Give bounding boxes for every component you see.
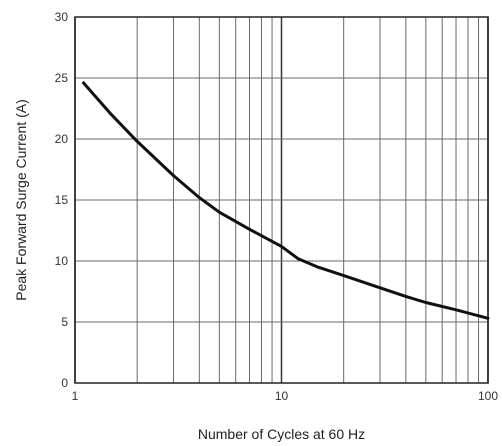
series-layer (82, 81, 490, 320)
x-tick-label: 1 (72, 389, 79, 403)
series-line (82, 81, 490, 320)
y-tick-label: 30 (55, 10, 69, 24)
x-tick-labels: 1 10 100 (72, 389, 499, 403)
x-axis-title: Number of Cycles at 60 Hz (198, 426, 365, 442)
y-tick-labels: 0 5 10 15 20 25 30 (55, 10, 69, 390)
grid-layer (74, 16, 489, 384)
x-tick-label: 10 (275, 389, 289, 403)
y-tick-label: 20 (55, 132, 69, 146)
y-tick-label: 25 (55, 71, 69, 85)
y-tick-label: 5 (61, 315, 68, 329)
y-axis-title: Peak Forward Surge Current (A) (13, 99, 29, 301)
x-tick-label: 100 (478, 389, 498, 403)
y-tick-label: 15 (55, 193, 69, 207)
y-tick-label: 10 (55, 254, 69, 268)
plot-frame (74, 16, 489, 384)
y-tick-label: 0 (61, 376, 68, 390)
